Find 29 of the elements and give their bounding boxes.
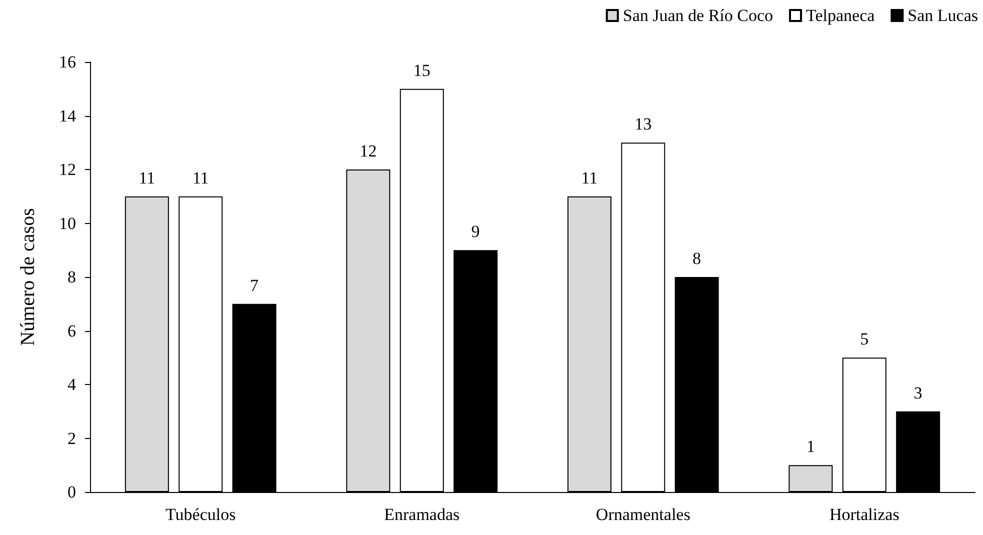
- y-tick-label: 14: [59, 106, 76, 126]
- y-tick-label: 12: [59, 160, 76, 179]
- legend-label: Telpaneca: [806, 6, 876, 25]
- y-axis-title: Número de casos: [17, 208, 39, 346]
- data-label: 1: [806, 437, 815, 456]
- x-tick-label: Hortalizas: [829, 505, 900, 524]
- data-label: 11: [192, 168, 209, 188]
- data-label: 11: [138, 168, 156, 188]
- y-tick-label: 2: [68, 428, 76, 448]
- y-tick-label: 8: [68, 268, 76, 286]
- x-tick-label: Enramadas: [384, 505, 460, 524]
- data-label: 3: [914, 383, 922, 402]
- data-label: 12: [360, 142, 377, 160]
- x-tick-label: Tubéculos: [166, 505, 236, 524]
- data-label: 13: [634, 114, 652, 134]
- legend-label: San Juan de Río Coco: [622, 6, 774, 25]
- y-tick-label: 10: [59, 214, 76, 233]
- data-label: 11: [581, 168, 598, 188]
- y-tick-label: 4: [68, 375, 76, 394]
- data-label: 5: [860, 330, 869, 349]
- data-label: 9: [471, 222, 480, 242]
- x-tick-label: Ornamentales: [596, 505, 690, 524]
- data-label: 15: [413, 60, 430, 80]
- data-label: 8: [692, 249, 702, 268]
- y-tick-label: 0: [68, 482, 76, 502]
- y-tick-label: 16: [59, 52, 76, 72]
- y-tick-label: 6: [68, 321, 76, 340]
- data-label: 7: [250, 276, 260, 295]
- legend-label: San Lucas: [908, 6, 978, 25]
